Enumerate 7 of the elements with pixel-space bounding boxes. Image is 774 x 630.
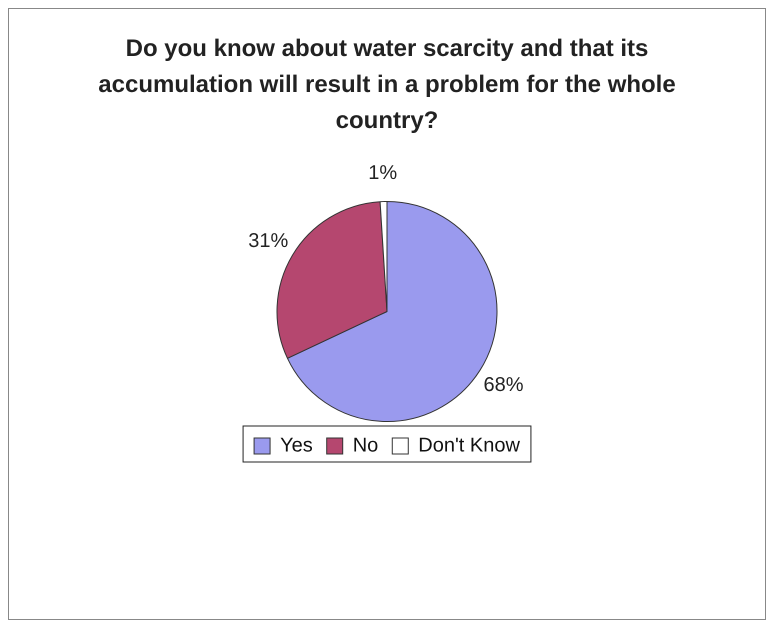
chart-title: Do you know about water scarcity and that its accumulation will result in a problem for the whole country? — [97, 34, 677, 136]
legend-label: No — [352, 434, 378, 457]
data-label: 31% — [248, 230, 288, 252]
legend-label: Don't Know — [418, 434, 520, 457]
data-label: 68% — [484, 374, 524, 396]
data-label: 1% — [368, 162, 398, 184]
legend-label: Yes — [280, 434, 313, 457]
